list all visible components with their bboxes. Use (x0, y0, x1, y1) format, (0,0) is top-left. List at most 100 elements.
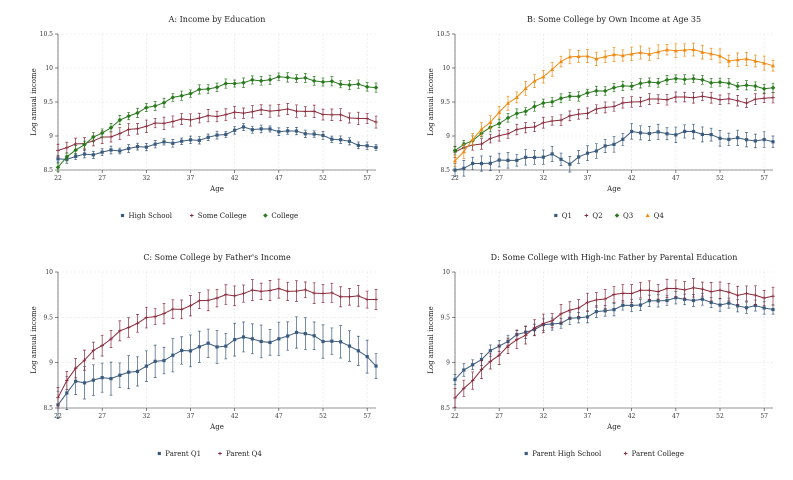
chart-title: A: Income by Education (168, 15, 266, 24)
data-point (197, 87, 202, 92)
data-point (303, 109, 308, 114)
data-point (277, 108, 281, 113)
data-point (241, 80, 246, 85)
data-point (127, 146, 131, 151)
data-point (621, 137, 625, 141)
legend: High School Some College College (120, 212, 298, 220)
data-point (709, 132, 713, 137)
panel-b: B: Some College by Own Income at Age 35 8… (397, 0, 793, 238)
data-point (488, 136, 493, 141)
data-point (514, 111, 520, 116)
data-point (259, 339, 263, 344)
data-point (144, 315, 149, 320)
data-point (594, 56, 599, 61)
data-point (276, 74, 282, 80)
data-point (82, 381, 87, 385)
data-point (735, 83, 740, 89)
data-point (56, 148, 60, 153)
data-point (100, 376, 104, 380)
data-point (568, 114, 572, 118)
data-point (515, 127, 519, 132)
x-tick-label: 27 (98, 413, 106, 420)
data-point (356, 143, 360, 147)
data-point (603, 105, 607, 110)
legend-marker (614, 213, 620, 218)
data-point (268, 109, 272, 113)
data-point (700, 132, 704, 136)
data-point (453, 377, 457, 382)
data-point (294, 330, 299, 335)
data-point (64, 154, 70, 160)
chart-title: D: Some College with High-inc Father by … (491, 253, 738, 262)
data-point (691, 47, 696, 52)
panel-a: A: Income by Education 8.5 9 9.5 10 10.5 22 27 3… (0, 0, 396, 238)
data-point (603, 309, 607, 313)
data-point (479, 161, 484, 166)
data-point (215, 345, 219, 349)
panel-d: D: Some College with High-inc Father by … (397, 238, 793, 476)
data-point (470, 378, 475, 383)
x-tick-label: 32 (540, 175, 548, 182)
data-point (197, 138, 201, 142)
data-point (744, 101, 749, 105)
data-point (294, 109, 299, 113)
y-tick-label: 9 (446, 360, 450, 367)
y-tick-label: 10 (45, 269, 53, 276)
data-point (708, 80, 714, 86)
x-tick-label: 22 (451, 413, 459, 420)
legend-marker (263, 213, 268, 218)
data-point (700, 287, 705, 291)
data-point (170, 95, 176, 100)
y-tick-label: 10 (442, 269, 450, 276)
data-point (197, 345, 201, 349)
data-point (320, 79, 326, 85)
data-point (753, 58, 758, 63)
data-point (347, 139, 352, 143)
data-point (471, 363, 475, 367)
y-tick-label: 8.5 (43, 167, 53, 174)
data-point (206, 135, 210, 139)
data-point (612, 52, 616, 57)
data-point (74, 154, 78, 159)
data-point (452, 148, 458, 153)
data-point (665, 132, 669, 136)
data-point (541, 321, 546, 326)
data-point (629, 83, 634, 89)
data-point (638, 303, 643, 307)
data-point (638, 81, 643, 86)
data-point (108, 125, 114, 130)
data-point (541, 120, 546, 125)
data-point (611, 85, 617, 90)
data-point (233, 338, 237, 342)
data-point (250, 288, 255, 292)
data-point (673, 76, 679, 81)
x-tick-label: 52 (319, 413, 327, 420)
series-parent-high-school (453, 291, 775, 386)
data-point (232, 110, 237, 114)
data-point (162, 121, 166, 126)
data-point (691, 285, 696, 290)
data-point (153, 142, 157, 146)
data-point (656, 130, 660, 134)
data-point (647, 131, 651, 136)
data-point (682, 47, 687, 52)
y-tick-label: 8.5 (43, 405, 53, 412)
chart-title: B: Some College by Own Income at Age 35 (527, 15, 701, 24)
data-point (135, 321, 140, 326)
data-point (462, 368, 466, 372)
data-point (338, 81, 343, 87)
y-axis-label: Log annual income (30, 306, 38, 374)
data-point (312, 132, 316, 136)
data-point (312, 109, 316, 114)
data-point (585, 151, 590, 155)
data-point (612, 104, 616, 109)
data-point (99, 130, 105, 136)
data-point (241, 111, 246, 115)
data-point (683, 297, 687, 302)
data-point (144, 364, 148, 368)
x-tick-label: 57 (760, 175, 768, 182)
data-point (744, 306, 749, 310)
x-tick-label: 22 (54, 175, 62, 182)
data-point (303, 287, 308, 292)
data-point (311, 78, 317, 84)
